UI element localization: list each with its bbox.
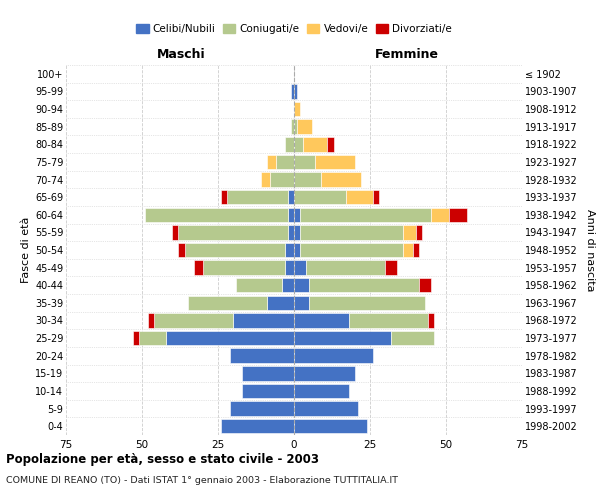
Bar <box>288 208 294 222</box>
Bar <box>266 296 294 310</box>
Legend: Celibi/Nubili, Coniugati/e, Vedovi/e, Divorziati/e: Celibi/Nubili, Coniugati/e, Vedovi/e, Di… <box>134 22 454 36</box>
Bar <box>154 314 233 328</box>
Bar <box>403 225 416 240</box>
Bar <box>294 419 367 434</box>
Bar <box>294 402 358 416</box>
Bar <box>309 278 419 292</box>
Bar <box>300 243 403 257</box>
Bar <box>133 331 139 345</box>
Bar <box>291 120 294 134</box>
Bar <box>203 260 285 275</box>
Bar <box>166 331 294 345</box>
Bar <box>294 348 373 363</box>
Bar <box>285 243 294 257</box>
Bar <box>328 137 334 152</box>
Bar <box>294 366 355 380</box>
Text: Femmine: Femmine <box>374 48 439 62</box>
Bar <box>242 384 294 398</box>
Bar <box>297 120 312 134</box>
Bar <box>294 243 300 257</box>
Bar <box>349 314 428 328</box>
Bar <box>294 120 297 134</box>
Bar <box>403 243 413 257</box>
Bar <box>294 384 349 398</box>
Bar <box>269 172 294 186</box>
Bar <box>391 331 434 345</box>
Bar <box>373 190 379 204</box>
Bar <box>288 225 294 240</box>
Bar <box>172 225 178 240</box>
Bar <box>294 190 346 204</box>
Bar <box>266 154 276 169</box>
Bar <box>291 84 294 98</box>
Bar <box>413 243 419 257</box>
Bar <box>294 172 322 186</box>
Bar <box>385 260 397 275</box>
Text: COMUNE DI REANO (TO) - Dati ISTAT 1° gennaio 2003 - Elaborazione TUTTITALIA.IT: COMUNE DI REANO (TO) - Dati ISTAT 1° gen… <box>6 476 398 485</box>
Bar <box>188 296 266 310</box>
Bar <box>294 296 309 310</box>
Bar <box>303 137 328 152</box>
Bar <box>276 154 294 169</box>
Bar <box>221 419 294 434</box>
Bar <box>139 331 166 345</box>
Bar <box>309 296 425 310</box>
Bar <box>145 208 288 222</box>
Bar <box>322 172 361 186</box>
Bar <box>300 208 431 222</box>
Bar <box>419 278 431 292</box>
Bar <box>294 331 391 345</box>
Bar <box>227 190 288 204</box>
Bar <box>294 137 303 152</box>
Bar <box>294 225 300 240</box>
Bar <box>242 366 294 380</box>
Bar <box>294 102 300 117</box>
Bar <box>294 84 297 98</box>
Bar <box>428 314 434 328</box>
Bar <box>236 278 282 292</box>
Bar <box>288 190 294 204</box>
Bar <box>230 402 294 416</box>
Y-axis label: Fasce di età: Fasce di età <box>20 217 31 283</box>
Bar <box>294 314 349 328</box>
Bar <box>233 314 294 328</box>
Bar <box>178 225 288 240</box>
Bar <box>221 190 227 204</box>
Y-axis label: Anni di nascita: Anni di nascita <box>584 209 595 291</box>
Bar <box>148 314 154 328</box>
Bar <box>416 225 422 240</box>
Bar <box>294 260 306 275</box>
Bar <box>294 208 300 222</box>
Bar <box>282 278 294 292</box>
Bar <box>194 260 203 275</box>
Bar <box>185 243 285 257</box>
Bar <box>346 190 373 204</box>
Bar <box>306 260 385 275</box>
Bar <box>315 154 355 169</box>
Bar <box>230 348 294 363</box>
Bar <box>431 208 449 222</box>
Bar <box>285 137 294 152</box>
Text: Maschi: Maschi <box>157 48 206 62</box>
Bar <box>260 172 269 186</box>
Bar <box>300 225 403 240</box>
Bar <box>294 154 315 169</box>
Bar <box>294 278 309 292</box>
Bar <box>449 208 467 222</box>
Bar <box>178 243 185 257</box>
Text: Popolazione per età, sesso e stato civile - 2003: Popolazione per età, sesso e stato civil… <box>6 452 319 466</box>
Bar <box>285 260 294 275</box>
